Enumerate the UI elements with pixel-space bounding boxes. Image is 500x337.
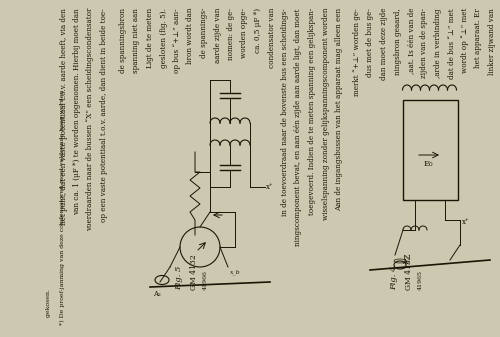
Text: ‚aat. Is één van de: ‚aat. Is één van de (407, 8, 415, 74)
Text: in de toevoerdraad naar de bovenste bus een scheidings-: in de toevoerdraad naar de bovenste bus … (281, 8, 289, 216)
Text: A₂: A₂ (402, 258, 410, 266)
Text: aarde zijde van: aarde zijde van (214, 8, 222, 63)
Text: 41965: 41965 (418, 270, 423, 290)
Text: toegevoerd. Indien de te meten spanning een gelijkspan-: toegevoerd. Indien de te meten spanning … (308, 8, 316, 215)
Text: de spannings-: de spannings- (200, 8, 208, 59)
Text: x⁺: x⁺ (266, 183, 274, 191)
Text: wisselspanning zonder gelijkspanningscomponent worden: wisselspanning zonder gelijkspanningscom… (322, 8, 330, 220)
Text: dan moet deze zijde: dan moet deze zijde (380, 8, 388, 81)
Text: E₀: E₀ (423, 160, 433, 168)
Text: op bus “+⊥” aan-: op bus “+⊥” aan- (173, 8, 181, 73)
Text: het punt, dat een vaste potentiaal t.o.v. aarde heeft, via den: het punt, dat een vaste potentiaal t.o.v… (60, 8, 68, 225)
Text: ‚arde in verbinding: ‚arde in verbinding (434, 8, 442, 78)
Text: *) De proef-janming van deze condensatoren moet voldoende hoog worden: *) De proef-janming van deze condensator… (60, 90, 66, 325)
Text: voerdraarden naar de bussen “X” een scheidingscondensator: voerdraarden naar de bussen “X” een sche… (86, 8, 94, 232)
Text: Fig. 4: Fig. 4 (390, 266, 398, 290)
Text: dus met de bus ge-: dus met de bus ge- (366, 8, 374, 77)
Text: x⁺: x⁺ (462, 218, 469, 226)
Text: wordt op “⊥” met: wordt op “⊥” met (461, 8, 469, 73)
Text: dat de bus “⊥” met: dat de bus “⊥” met (448, 8, 456, 79)
Text: ningsbron geaard,: ningsbron geaard, (394, 8, 402, 74)
Text: van ca. 1 (μF *) te worden opgenomen. Hierbij moet dan: van ca. 1 (μF *) te worden opgenomen. Hi… (73, 8, 81, 215)
Text: de spanningsbron: de spanningsbron (119, 8, 127, 73)
Text: 41966: 41966 (203, 270, 208, 290)
Text: x_b: x_b (230, 269, 240, 275)
Bar (402, 100, 458, 200)
Text: condensator van: condensator van (268, 8, 276, 68)
Text: A₂: A₂ (153, 290, 161, 298)
Text: spanning niet aan: spanning niet aan (132, 8, 140, 73)
Text: op een vaste potentiaal t.o.v. aarde, dan dient in beide toe-: op een vaste potentiaal t.o.v. aarde, da… (100, 8, 108, 222)
Text: worden opge-: worden opge- (240, 8, 248, 58)
Text: Aan de ingangsbussen van het apparaat mag alleen een: Aan de ingangsbussen van het apparaat ma… (335, 8, 343, 211)
Text: GM 4132: GM 4132 (190, 254, 198, 290)
Text: GM 413ℤ: GM 413ℤ (405, 253, 413, 290)
Text: bron wordt dan: bron wordt dan (186, 8, 194, 64)
Text: linker zijwand van: linker zijwand van (488, 8, 496, 75)
Text: ningscomponent bevat, en aan één zijde aan aarde ligt, dan moet: ningscomponent bevat, en aan één zijde a… (294, 8, 302, 245)
Text: Ligt de te meten: Ligt de te meten (146, 8, 154, 68)
Text: Fig. 5: Fig. 5 (175, 266, 183, 290)
Text: ca. 0,5 μF *): ca. 0,5 μF *) (254, 8, 262, 53)
Text: merkt “+⊥” worden ge-: merkt “+⊥” worden ge- (353, 8, 361, 96)
Text: nomen: de ge-: nomen: de ge- (227, 8, 235, 60)
Text: gesloten (fig. 5).: gesloten (fig. 5). (160, 8, 168, 68)
Text: zijden van de span-: zijden van de span- (420, 8, 428, 78)
Text: het apparaat. Er: het apparaat. Er (474, 8, 482, 68)
Text: gekosen.: gekosen. (46, 289, 51, 325)
